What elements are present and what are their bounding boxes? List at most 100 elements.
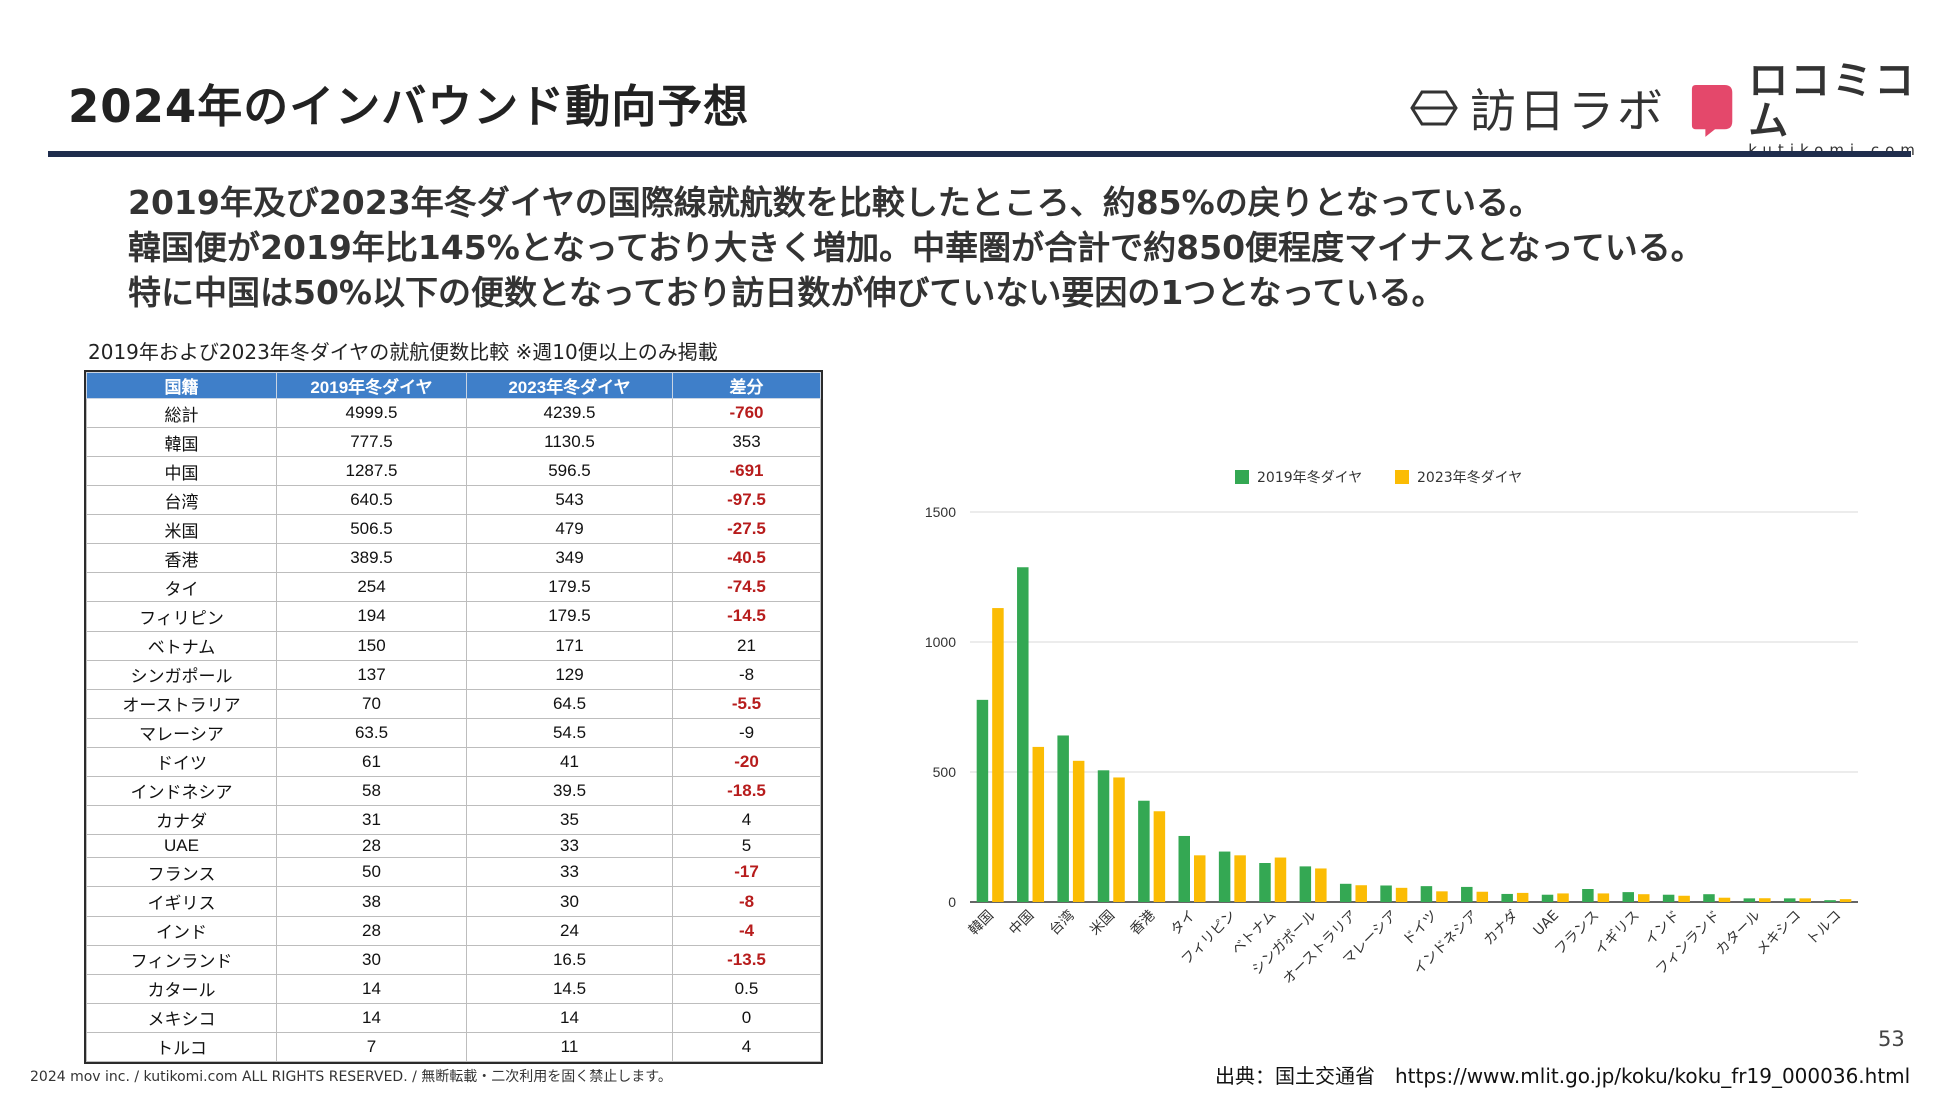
bar-2019 [1541, 894, 1554, 902]
cell-2019: 4999.5 [276, 397, 467, 429]
legend-label: 2019年冬ダイヤ [1257, 470, 1362, 486]
cell-diff: -14.5 [672, 601, 821, 632]
flight-comparison-table: 国籍 2019年冬ダイヤ 2023年冬ダイヤ 差分 総計 4999.5 4239.5… [84, 370, 823, 1064]
cell-2023: 129 [466, 659, 673, 690]
cell-diff: -20 [672, 746, 821, 777]
source-label: 出典：国土交通省 [1215, 1064, 1375, 1088]
table-row: ベトナム 150 171 21 [86, 630, 821, 661]
title-divider [48, 151, 1911, 157]
x-tick-label: 香港 [1127, 908, 1158, 939]
cell-2019: 254 [276, 572, 467, 603]
bar-2019 [1824, 900, 1836, 902]
legend-swatch [1235, 470, 1249, 484]
summary-line-3: 特に中国は50%以下の便数となっており訪日数が伸びていない要因の1つとなっている… [128, 273, 1445, 312]
bar-2023 [1113, 777, 1125, 902]
cell-country: 韓国 [86, 427, 277, 458]
cell-2023: 30 [466, 886, 673, 917]
speech-bubble-logo-icon [1691, 85, 1733, 137]
bar-2023 [1718, 897, 1731, 902]
bar-2023 [1194, 855, 1206, 902]
cell-diff: -8 [672, 659, 821, 690]
cell-diff: -27.5 [672, 514, 821, 545]
header-2023: 2023年冬ダイヤ [466, 372, 673, 399]
cell-2023: 35 [466, 804, 673, 835]
cell-2019: 506.5 [276, 514, 467, 545]
bar-2023 [1355, 885, 1367, 902]
x-tick-label: カナダ [1481, 908, 1522, 949]
cell-country: インドネシア [86, 775, 277, 806]
hexagon-logo-icon [1410, 90, 1458, 126]
table-row: フィリピン 194 179.5 -14.5 [86, 601, 821, 632]
bar-2019 [1097, 770, 1110, 902]
cell-country: 中国 [86, 456, 277, 487]
cell-country: UAE [86, 833, 277, 859]
inbound-lab-logo: 訪日ラボ [1410, 80, 1666, 138]
cell-diff: -97.5 [672, 485, 821, 516]
cell-2023: 479 [466, 514, 673, 545]
cell-country: 総計 [86, 397, 277, 429]
bar-2019 [1622, 892, 1634, 902]
cell-diff: 21 [672, 630, 821, 661]
cell-country: インド [86, 915, 277, 946]
bar-2019 [1662, 894, 1675, 902]
cell-country: タイ [86, 572, 277, 603]
source-url[interactable]: https://www.mlit.go.jp/koku/koku_fr19_00… [1395, 1064, 1911, 1088]
cell-2019: 1287.5 [276, 456, 467, 487]
cell-country: ドイツ [86, 746, 277, 777]
logo-kutikomi-text: ロコミコム [1748, 58, 1917, 144]
bar-2023 [1395, 887, 1408, 902]
cell-2019: 137 [276, 659, 467, 690]
bar-2019 [1339, 883, 1352, 902]
cell-2023: 16.5 [466, 944, 673, 975]
table-row: インド 28 24 -4 [86, 915, 821, 946]
cell-2023: 171 [466, 630, 673, 661]
cell-2023: 596.5 [466, 456, 673, 487]
bar-2019 [1743, 898, 1756, 902]
bar-2019 [1420, 886, 1433, 902]
bar-2023 [1759, 898, 1771, 902]
bar-2023 [1153, 811, 1166, 902]
cell-diff: -8 [672, 886, 821, 917]
cell-diff: -17 [672, 857, 821, 888]
flight-comparison-chart: 0 500 1000 1500 2019年冬ダイヤ 2023年冬ダイヤ 韓国 中国 台湾 米国 香港… [890, 450, 1890, 1010]
cell-country: カナダ [86, 804, 277, 835]
cell-2023: 39.5 [466, 775, 673, 806]
cell-2019: 389.5 [276, 543, 467, 574]
x-tick-label: 台湾 [1046, 907, 1078, 939]
cell-diff: -40.5 [672, 543, 821, 574]
cell-2019: 50 [276, 857, 467, 888]
y-tick-label: 500 [933, 764, 957, 780]
cell-diff: -9 [672, 717, 821, 748]
bar-2019 [1017, 567, 1029, 902]
y-tick-label: 0 [948, 894, 956, 910]
cell-2023: 14.5 [466, 973, 673, 1004]
cell-2019: 28 [276, 915, 467, 946]
cell-country: フィリピン [86, 601, 277, 632]
cell-2019: 640.5 [276, 485, 467, 516]
table-row: マレーシア 63.5 54.5 -9 [86, 717, 821, 748]
cell-diff: 4 [672, 804, 821, 835]
cell-country: トルコ [86, 1031, 277, 1063]
table-row: インドネシア 58 39.5 -18.5 [86, 775, 821, 806]
x-tick-label: UAE [1531, 908, 1563, 940]
table-row: メキシコ 14 14 0 [86, 1002, 821, 1033]
bar-2019 [1783, 898, 1796, 902]
cell-2023: 349 [466, 543, 673, 574]
table-row: フランス 50 33 -17 [86, 857, 821, 888]
cell-2023: 543 [466, 485, 673, 516]
bar-2019 [1299, 866, 1312, 902]
cell-2023: 54.5 [466, 717, 673, 748]
bar-2019 [1703, 894, 1715, 902]
table-row: シンガポール 137 129 -8 [86, 659, 821, 690]
bar-2019 [1380, 885, 1392, 902]
cell-country: シンガポール [86, 659, 277, 690]
table-row: UAE 28 33 5 [86, 833, 821, 859]
x-tick-label: イギリス [1592, 908, 1643, 959]
kutikomi-logo: ロコミコム kutikomi com [1690, 61, 1950, 159]
table-row: フィンランド 30 16.5 -13.5 [86, 944, 821, 975]
table-row: 香港 389.5 349 -40.5 [86, 543, 821, 574]
cell-diff: 4 [672, 1031, 821, 1063]
cell-country: マレーシア [86, 717, 277, 748]
cell-country: 香港 [86, 543, 277, 574]
table-row: 韓国 777.5 1130.5 353 [86, 427, 821, 458]
